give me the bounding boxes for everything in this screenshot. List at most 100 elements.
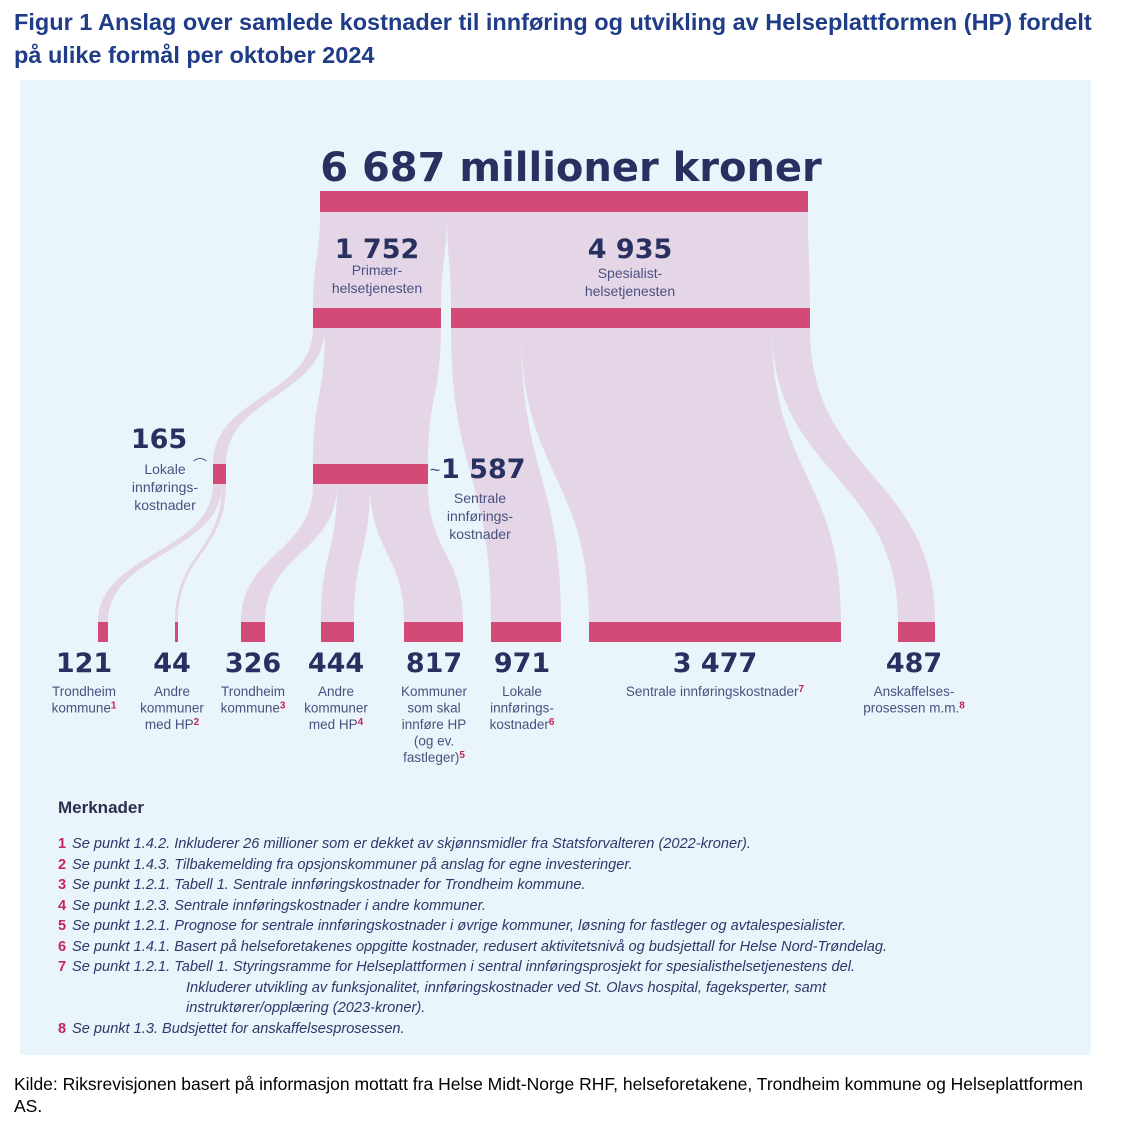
flow-primary-to-local (213, 328, 325, 464)
note-item-3: 3 Se punkt 1.2.1. Tabell 1. Sentrale innf… (58, 875, 1068, 896)
leaf-bar-326 (241, 622, 265, 642)
central-primary-value: 1 587 (441, 454, 526, 485)
primary-label: helsetjenesten (332, 280, 422, 296)
leaf-value-444: 444 (308, 648, 364, 679)
leaf-bar-817 (404, 622, 463, 642)
leaf-value-487: 487 (886, 648, 942, 679)
note-number: 4 (58, 897, 67, 914)
leaf-value-44: 44 (153, 648, 191, 679)
local-primary-label: Lokale (144, 461, 185, 477)
leaf-label-44: kommuner (140, 701, 204, 716)
flow-local-to-121 (98, 484, 222, 622)
leaf-bar-971 (491, 622, 561, 642)
leaf-label-44: Andre (154, 684, 190, 699)
footnote-marker: 6 (549, 717, 555, 728)
leaf-label-817: innføre HP (402, 717, 467, 732)
leaf-label-487: prosessen m.m.8 (863, 701, 965, 716)
local-primary-bracket: ⌒ (193, 457, 207, 473)
specialist-value: 4 935 (588, 234, 673, 265)
notes-section: Merknader 1 Se punkt 1.4.2. Inkluderer 26… (58, 798, 1068, 1039)
total-bar (320, 191, 808, 212)
note-number: 3 (58, 877, 67, 893)
note-number: 8 (58, 1020, 67, 1037)
leaf-label-971: kostnader6 (490, 717, 555, 732)
note-number: 1 (58, 836, 67, 852)
node-labels: 6 687 millioner kroner 1 752Primær-helset… (52, 145, 966, 765)
primary-value: 1 752 (335, 234, 420, 265)
leaf-value-3477: 3 477 (673, 648, 758, 679)
central-primary-label: innførings- (447, 508, 513, 524)
note-item-6: 6 Se punkt 1.4.1. Basert på helseforetake… (58, 937, 1068, 958)
flow-primary-to-central (313, 328, 441, 464)
note-item-1: 1 Se punkt 1.4.2. Inkluderer 26 millioner… (58, 834, 1068, 855)
flow-local-to-44 (175, 484, 226, 622)
flow-links (98, 212, 935, 622)
leaf-value-121: 121 (56, 648, 112, 679)
leaf-bar-487 (898, 622, 935, 642)
flow-total-to-specialist (447, 212, 810, 308)
footnote-marker: 3 (280, 701, 286, 712)
specialist-label: Spesialist- (598, 265, 663, 281)
flow-specialist-to-971 (451, 328, 561, 622)
leaf-bar-3477 (589, 622, 841, 642)
leaf-bar-121 (98, 622, 108, 642)
leaf-label-444: kommuner (304, 701, 368, 716)
note-text: Se punkt 1.2.3. Sentrale innføringskostn… (72, 897, 486, 914)
leaf-label-3477: Sentrale innføringskostnader7 (626, 684, 805, 699)
note-item-5: 5 Se punkt 1.2.1. Prognose for sentrale i… (58, 916, 1068, 937)
leaf-value-971: 971 (494, 648, 550, 679)
note-item-4: 4 Se punkt 1.2.3. Sentrale innføringskost… (58, 896, 1068, 917)
note-number: 6 (58, 938, 67, 955)
note-text: Se punkt 1.2.1. Tabell 1. Sentrale innfø… (72, 877, 586, 893)
leaf-value-817: 817 (406, 648, 462, 679)
note-text: Se punkt 1.3. Budsjettet for anskaffelse… (72, 1020, 405, 1037)
leaf-label-817: Kommuner (401, 684, 468, 699)
leaf-bar-444 (321, 622, 354, 642)
note-item-7: 7 Se punkt 1.2.1. Tabell 1. Styringsramme… (58, 957, 1068, 1019)
leaf-label-326: kommune3 (221, 701, 286, 716)
note-text: Se punkt 1.4.3. Tilbakemelding fra opsjo… (72, 856, 633, 873)
flow-total-to-primary (313, 212, 447, 308)
note-text: Se punkt 1.2.1. Tabell 1. Styringsramme … (72, 959, 856, 975)
note-number: 5 (58, 918, 67, 934)
footnote-marker: 7 (799, 684, 805, 695)
note-item-8: 8 Se punkt 1.3. Budsjettet for anskaffels… (58, 1019, 1068, 1040)
specialist-bar (451, 308, 810, 328)
figure-title: Figur 1 Anslag over samlede kostnader ti… (14, 9, 1092, 68)
note-text: Se punkt 1.2.1. Prognose for sentrale in… (72, 918, 847, 934)
note-text: instruktører/opplæring (2023-kroner). (186, 1000, 426, 1016)
leaf-label-817: (og ev. (414, 734, 454, 749)
central-primary-tilde: ~ (430, 460, 441, 480)
leaf-label-817: som skal (407, 701, 460, 716)
leaf-label-326: Trondheim (221, 684, 285, 699)
leaf-bar-44 (175, 622, 178, 642)
central-primary-label: Sentrale (454, 490, 506, 506)
central-primary-bar (313, 464, 428, 484)
footnote-marker: 5 (459, 750, 465, 761)
note-text: Se punkt 1.4.2. Inkluderer 26 millioner … (72, 836, 751, 852)
note-text: Inkluderer utvikling av funksjonalitet, … (186, 979, 827, 996)
central-primary-label: kostnader (449, 526, 511, 542)
leaf-label-487: Anskaffelses- (874, 684, 955, 699)
leaf-label-444: med HP4 (309, 717, 364, 732)
leaf-label-44: med HP2 (145, 717, 200, 732)
total-value: 6 687 millioner kroner (320, 145, 822, 191)
note-number: 2 (58, 856, 67, 873)
note-item-2: 2 Se punkt 1.4.3. Tilbakemelding fra opsj… (58, 855, 1068, 876)
leaf-label-971: Lokale (502, 684, 542, 699)
flow-specialist-to-487 (772, 328, 935, 622)
local-primary-label: kostnader (134, 497, 196, 513)
footnote-marker: 1 (111, 701, 117, 712)
flow-central-to-444 (321, 484, 370, 622)
local-primary-value: 165 (131, 424, 187, 455)
notes-heading: Merknader (58, 798, 144, 817)
leaf-label-121: Trondheim (52, 684, 116, 699)
primary-label: Primær- (352, 262, 403, 278)
source-text: Kilde: Riksrevisjonen basert på informas… (14, 1074, 1083, 1116)
node-bars (98, 191, 935, 642)
footnote-marker: 4 (358, 717, 364, 728)
leaf-label-121: kommune1 (52, 701, 117, 716)
leaf-label-444: Andre (318, 684, 354, 699)
local-primary-bar (213, 464, 226, 484)
